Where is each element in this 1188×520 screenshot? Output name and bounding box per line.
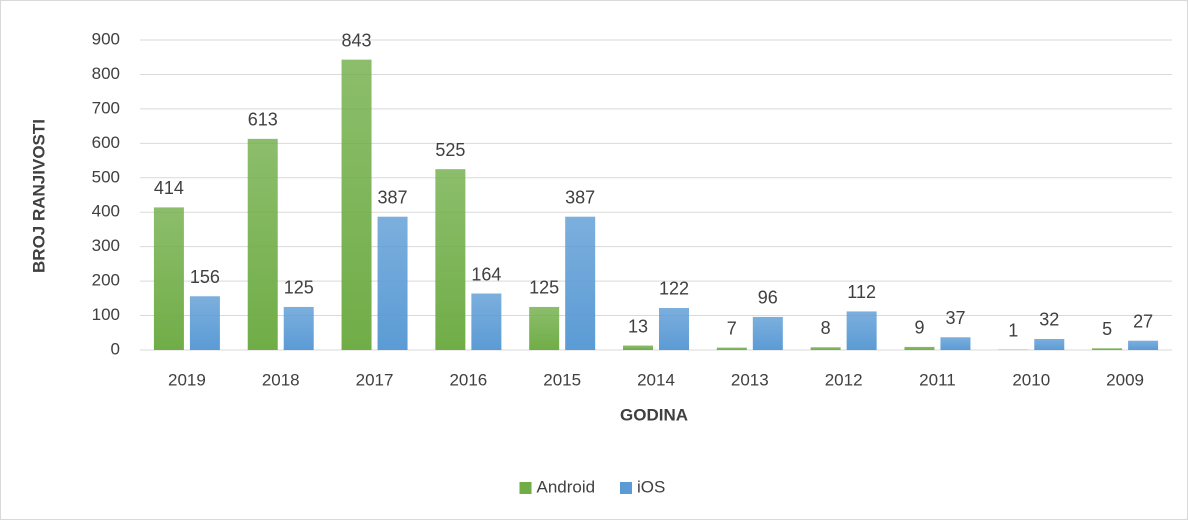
bar xyxy=(810,347,841,350)
value-label: 1 xyxy=(1008,320,1018,340)
bar xyxy=(341,59,372,351)
bar xyxy=(904,346,935,350)
value-label: 13 xyxy=(628,316,648,336)
value-label: 7 xyxy=(727,318,737,338)
x-tick-label: 2018 xyxy=(262,370,300,389)
value-label: 32 xyxy=(1039,310,1059,330)
value-label: 843 xyxy=(342,30,372,50)
x-tick-label: 2011 xyxy=(919,370,956,389)
bar xyxy=(153,207,184,350)
bar xyxy=(1128,340,1159,350)
legend-swatch xyxy=(519,482,532,494)
y-tick-label: 800 xyxy=(92,64,120,83)
legend-swatch xyxy=(620,482,632,494)
bar xyxy=(846,311,877,350)
bar xyxy=(1092,348,1123,350)
bar xyxy=(529,306,560,350)
bar xyxy=(659,307,689,350)
bar xyxy=(752,316,783,350)
value-label: 122 xyxy=(659,279,689,299)
x-tick-label: 2014 xyxy=(637,370,675,389)
bar xyxy=(189,296,220,350)
value-label: 414 xyxy=(154,178,184,198)
value-label: 125 xyxy=(529,278,559,298)
y-tick-label: 400 xyxy=(92,202,120,221)
value-label: 37 xyxy=(945,308,965,328)
bar xyxy=(247,138,278,350)
value-label: 8 xyxy=(821,318,831,338)
value-label: 525 xyxy=(435,140,465,160)
bar xyxy=(1034,338,1065,350)
bar xyxy=(716,347,747,350)
value-label: 112 xyxy=(847,282,876,302)
x-tick-label: 2013 xyxy=(731,370,769,389)
bar xyxy=(623,345,653,350)
value-label: 387 xyxy=(378,187,408,207)
bar xyxy=(471,293,502,350)
x-tick-label: 2015 xyxy=(543,370,581,389)
x-tick-label: 2019 xyxy=(168,370,206,389)
bar xyxy=(565,216,596,350)
x-axis-title: GODINA xyxy=(620,405,688,424)
legend-label: Android xyxy=(537,477,596,496)
value-label: 5 xyxy=(1102,319,1112,339)
value-label: 387 xyxy=(565,187,595,207)
x-tick-label: 2009 xyxy=(1106,370,1144,389)
value-label: 613 xyxy=(248,110,278,130)
y-tick-label: 900 xyxy=(92,29,120,48)
y-tick-label: 600 xyxy=(92,133,120,152)
value-label: 96 xyxy=(758,288,778,308)
value-label: 9 xyxy=(914,318,924,338)
y-tick-label: 500 xyxy=(92,167,120,186)
x-tick-label: 2012 xyxy=(825,370,863,389)
legend-label: iOS xyxy=(637,477,665,496)
y-tick-label: 300 xyxy=(92,236,120,255)
y-tick-label: 200 xyxy=(92,271,120,290)
value-label: 156 xyxy=(190,267,220,287)
bar xyxy=(377,216,408,350)
value-label: 125 xyxy=(284,278,314,298)
x-tick-label: 2017 xyxy=(356,370,394,389)
y-tick-label: 700 xyxy=(92,98,120,117)
x-tick-label: 2016 xyxy=(449,370,487,389)
value-label: 164 xyxy=(471,264,501,284)
x-tick-label: 2010 xyxy=(1012,370,1050,389)
y-tick-label: 0 xyxy=(111,339,120,358)
value-label: 27 xyxy=(1133,311,1153,331)
y-axis-title: BROJ RANJIVOSTI xyxy=(29,119,48,273)
y-tick-label: 100 xyxy=(92,305,120,324)
bar xyxy=(940,337,971,350)
bar xyxy=(283,306,314,350)
bar xyxy=(435,169,466,350)
